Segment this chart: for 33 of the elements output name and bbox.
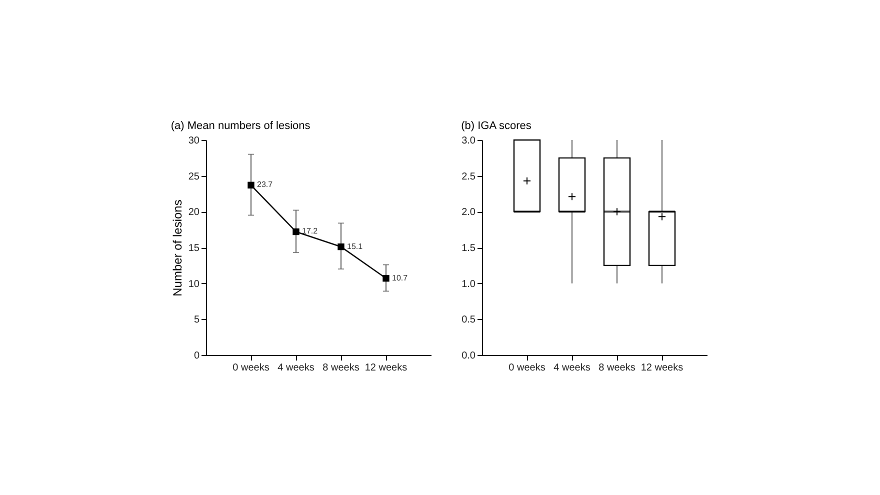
point — [292, 228, 300, 236]
x-tick-label: 8 weeks — [322, 362, 360, 374]
y-tick-label: 3.0 — [462, 136, 476, 146]
point — [338, 243, 344, 250]
data-label: 10.7 — [392, 273, 408, 282]
y-tick-label: 0.0 — [462, 350, 476, 362]
y-tick-label: 15 — [188, 243, 200, 254]
chart-title: (a) Mean numbers of lesions — [170, 120, 311, 132]
y-tick-label: 10 — [188, 278, 200, 290]
y-tick-label: 1.0 — [462, 278, 476, 290]
y-tick-label: 2.5 — [462, 171, 476, 182]
chart-title: (b) IGA scores — [461, 120, 532, 132]
y-tick-label: 5 — [194, 314, 200, 326]
y-tick-label: 20 — [188, 207, 200, 218]
y-tick-label: 30 — [188, 136, 200, 146]
y-axis-title: Number of lesions — [170, 200, 184, 296]
point — [248, 182, 254, 189]
point — [382, 274, 390, 282]
x-tick-label: 12 weeks — [640, 362, 684, 374]
x-tick-label: 4 weeks — [278, 362, 314, 374]
x-tick-label: 8 weeks — [598, 362, 636, 374]
data-label: 23.7 — [257, 180, 274, 190]
y-tick-label: 1.5 — [462, 243, 476, 254]
y-tick-label: 0 — [194, 350, 200, 362]
data-label: 17.2 — [302, 226, 318, 236]
x-tick-label: 4 weeks — [554, 362, 590, 374]
y-tick-label: 2.0 — [462, 207, 476, 218]
x-tick-label: 12 weeks — [364, 362, 408, 374]
x-tick-label: 0 weeks — [508, 362, 546, 374]
y-tick-label: 0.5 — [462, 314, 476, 326]
data-label: 15.1 — [347, 242, 364, 251]
y-tick-label: 25 — [188, 171, 200, 182]
x-tick-label: 0 weeks — [232, 362, 270, 374]
